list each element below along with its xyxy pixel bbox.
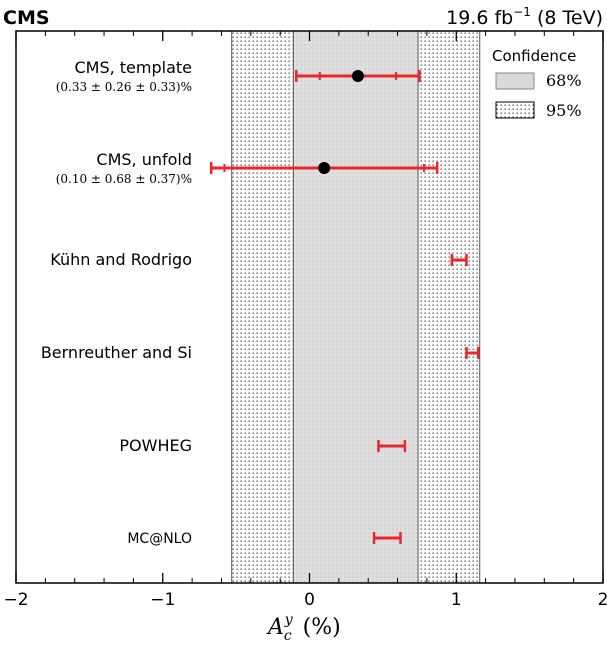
x-tick-label: 1 — [451, 590, 462, 610]
x-tick-label: 0 — [304, 590, 315, 610]
measurement-label: MC@NLO — [127, 531, 192, 547]
legend-entry-95: 95% — [546, 101, 582, 120]
legend-swatch-68 — [495, 72, 535, 90]
measurement-label: POWHEG — [119, 436, 192, 455]
central-value-marker — [351, 70, 364, 82]
measurement-sublabel: (0.33 ± 0.26 ± 0.33)% — [56, 80, 192, 94]
legend-swatch-95 — [495, 101, 535, 119]
measurement-labels: CMS, template (0.33 ± 0.26 ± 0.33)% CMS, u… — [41, 58, 192, 547]
legend-entry-68: 68% — [546, 71, 582, 90]
measurement-label: CMS, unfold — [96, 150, 192, 169]
x-tick-label: −2 — [3, 590, 28, 610]
x-tick-label: 2 — [598, 590, 607, 610]
measurement-sublabel: (0.10 ± 0.68 ± 0.37)% — [56, 172, 192, 186]
measurement-label: CMS, template — [74, 58, 192, 77]
luminosity-label: 19.6 fb−1 (8 TeV) — [446, 5, 603, 29]
x-axis-label: Acy (%) — [266, 612, 341, 644]
experiment-label: CMS — [3, 7, 50, 29]
measurement-label: Bernreuther and Si — [41, 343, 192, 362]
confidence-bands — [231, 30, 481, 584]
x-axis-ticks: −2 −1 0 1 2 — [3, 31, 607, 610]
central-value-marker — [318, 162, 331, 174]
x-tick-label: −1 — [150, 590, 175, 610]
measurement-marks — [209, 70, 480, 544]
band-68 — [292, 30, 419, 584]
measurement-label: Kühn and Rodrigo — [50, 250, 192, 269]
legend-title: Confidence — [492, 47, 576, 65]
legend: Confidence 68% 95% — [492, 47, 582, 120]
